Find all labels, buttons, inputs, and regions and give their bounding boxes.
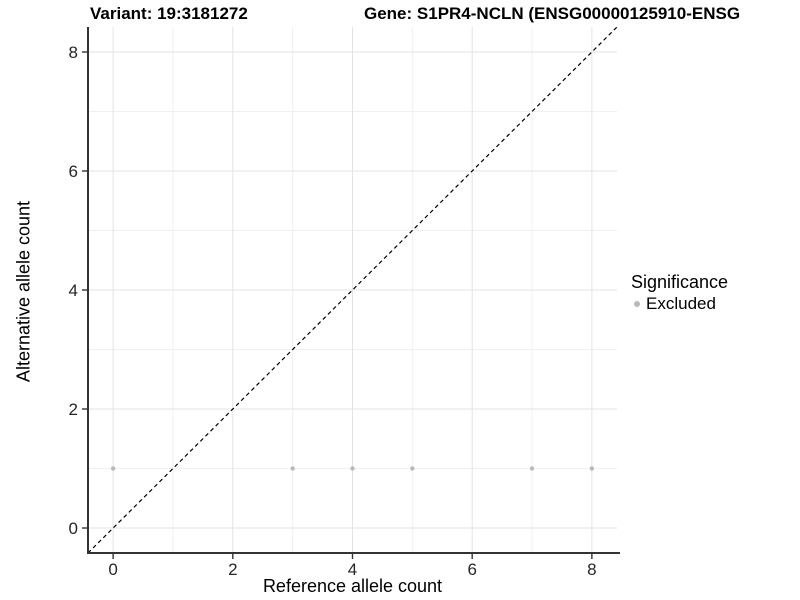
data-point	[529, 466, 535, 471]
y-tick-label: 4	[69, 281, 78, 300]
y-tick-label: 2	[69, 400, 78, 419]
x-tick-label: 8	[587, 560, 596, 579]
y-tick-label: 0	[69, 519, 78, 538]
x-tick-label: 4	[348, 560, 357, 579]
gene-title: Gene: S1PR4-NCLN (ENSG00000125910-ENSG	[364, 4, 741, 23]
y-tick-label: 6	[69, 162, 78, 181]
data-point	[589, 466, 595, 471]
data-point	[290, 466, 295, 471]
x-tick-label: 2	[228, 560, 237, 579]
legend: Significance Excluded	[631, 272, 728, 313]
data-point	[350, 466, 355, 471]
identity-reference-line	[87, 26, 618, 554]
legend-title: Significance	[631, 272, 729, 292]
excluded-point-icon	[634, 300, 640, 307]
y-tick-label: 8	[69, 43, 78, 62]
data-point	[110, 466, 116, 471]
y-axis-title: Alternative allele count	[13, 200, 34, 383]
x-axis-title: Reference allele count	[262, 576, 443, 596]
x-tick-label: 6	[467, 560, 476, 579]
data-point	[410, 466, 415, 471]
x-tick-label: 0	[108, 560, 117, 579]
variant-title: Variant: 19:3181272	[90, 4, 248, 23]
legend-item-label: Excluded	[646, 294, 716, 313]
legend-item-excluded: Excluded	[634, 294, 728, 313]
